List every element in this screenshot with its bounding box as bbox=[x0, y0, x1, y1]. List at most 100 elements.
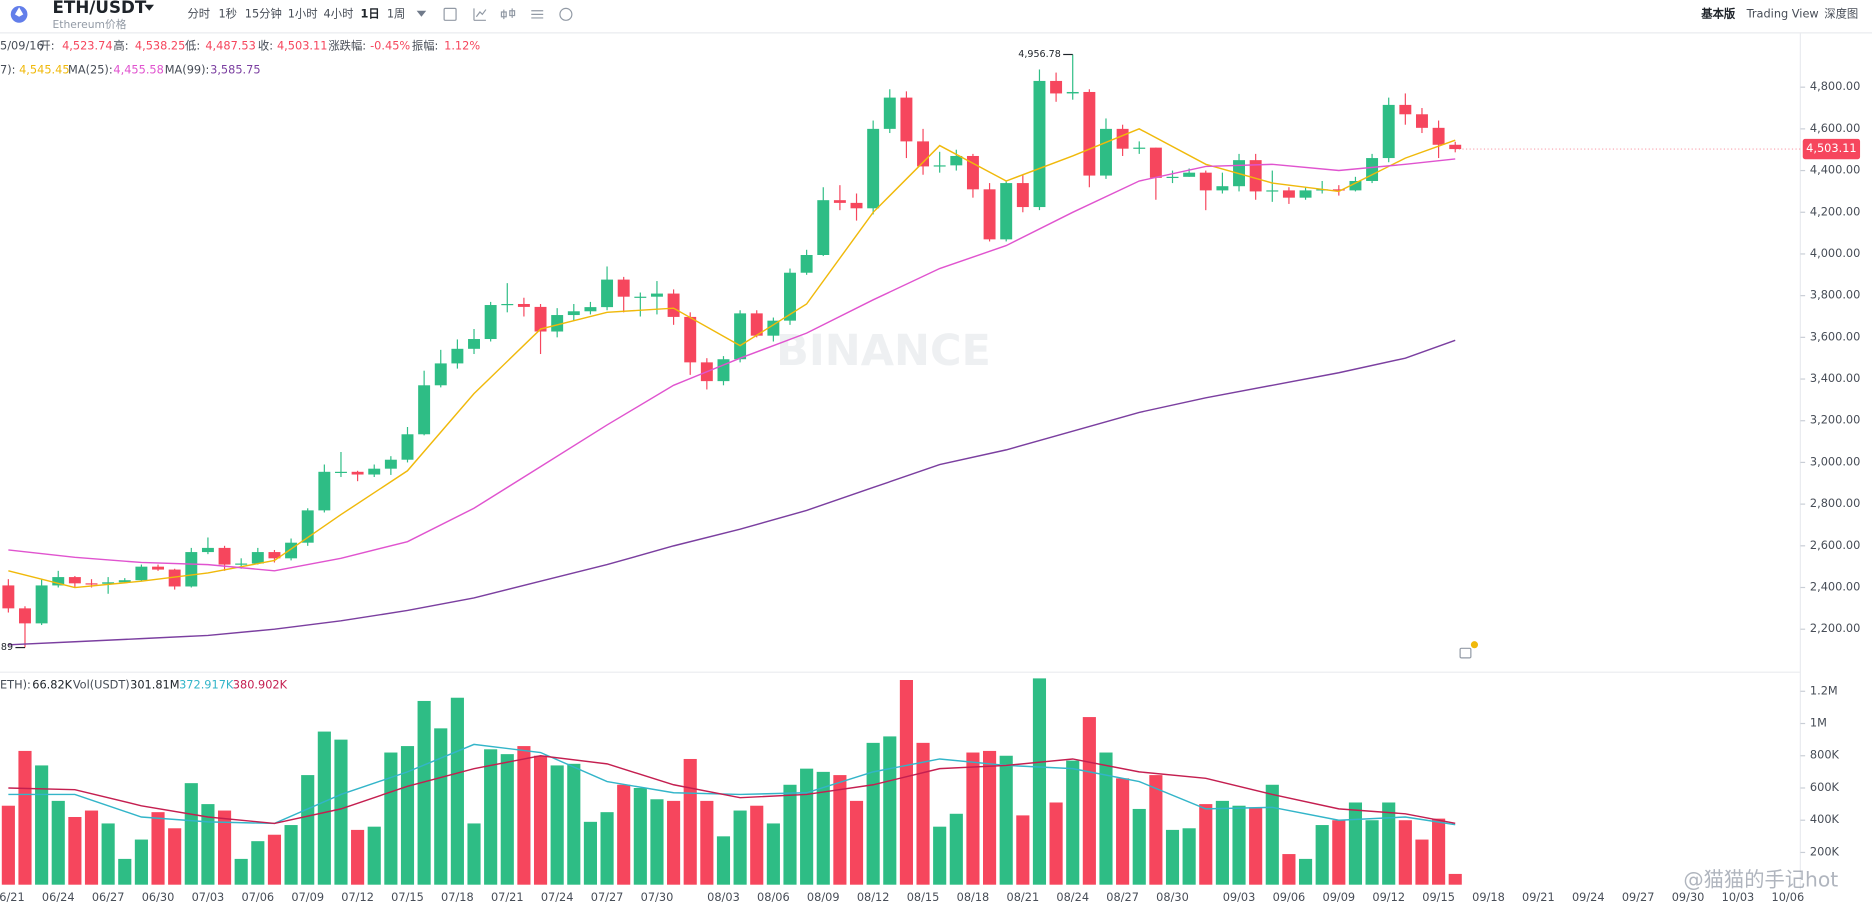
volume-bar bbox=[617, 784, 631, 885]
candle-body bbox=[1449, 144, 1462, 150]
candle-body bbox=[251, 552, 264, 564]
x-tick-label: 06/24 bbox=[42, 890, 75, 904]
volume-bar bbox=[567, 763, 581, 885]
candle-body bbox=[218, 547, 231, 565]
volume-bar bbox=[733, 810, 747, 885]
volume-bar bbox=[151, 812, 165, 885]
volume-bar bbox=[1032, 678, 1047, 885]
candle-body bbox=[933, 165, 946, 167]
candle-body bbox=[1332, 189, 1345, 191]
volume-bar bbox=[118, 858, 132, 885]
candle-body bbox=[534, 306, 547, 332]
volume-bar bbox=[1249, 807, 1263, 885]
volume-bar bbox=[533, 755, 548, 885]
interval[interactable]: 1小时 bbox=[288, 6, 318, 20]
candle-body bbox=[867, 128, 880, 209]
ma-line bbox=[8, 743, 1456, 826]
candle-body bbox=[817, 200, 830, 255]
volume-bar bbox=[1016, 815, 1030, 885]
last-price-tag bbox=[1802, 138, 1861, 160]
volume-bar bbox=[550, 765, 564, 885]
legend-label: 涨跌幅: bbox=[328, 39, 366, 53]
candle-body bbox=[1033, 80, 1046, 208]
volume-bar bbox=[916, 742, 930, 885]
candle-body bbox=[617, 279, 630, 297]
candle-body bbox=[285, 542, 298, 559]
candle-body bbox=[501, 303, 514, 306]
volume-bar bbox=[201, 804, 215, 885]
volume-bar bbox=[168, 828, 182, 885]
y2-tick-label: 1.2M bbox=[1810, 683, 1838, 697]
symbol[interactable]: ETH/USDT bbox=[53, 0, 147, 17]
candle-body bbox=[634, 296, 647, 298]
candle-body bbox=[351, 471, 364, 475]
ma-line bbox=[8, 755, 1456, 825]
volume-bar bbox=[1282, 854, 1296, 885]
volume-bar bbox=[1315, 825, 1329, 885]
candle-body bbox=[451, 348, 464, 364]
x-tick-label: 08/21 bbox=[1007, 890, 1040, 904]
x-tick-label: 07/18 bbox=[441, 890, 474, 904]
settings-icon[interactable] bbox=[531, 10, 544, 19]
volume-bar bbox=[1348, 802, 1363, 885]
alert-icon[interactable] bbox=[1459, 647, 1472, 659]
candle-body bbox=[1249, 160, 1262, 192]
volume-bar bbox=[1149, 775, 1163, 885]
candle-body bbox=[52, 577, 65, 586]
vol-label: Vol(USDT) bbox=[73, 677, 130, 691]
interval[interactable]: 分时 bbox=[187, 6, 210, 20]
candle-body bbox=[717, 359, 730, 382]
interval[interactable]: 1日 bbox=[361, 6, 380, 20]
view-tab[interactable]: 基本版 bbox=[1700, 6, 1736, 20]
interval[interactable]: 1周 bbox=[387, 6, 406, 20]
eth-glyph bbox=[14, 7, 24, 17]
volume-bar bbox=[1082, 717, 1096, 885]
volume-bar bbox=[1182, 828, 1196, 885]
candle-body bbox=[1282, 190, 1295, 198]
candle-body bbox=[335, 471, 347, 474]
calendar-icon[interactable] bbox=[443, 7, 457, 21]
volume-bar bbox=[766, 823, 780, 885]
volume-bar bbox=[267, 834, 282, 885]
volume-bar bbox=[1, 805, 15, 885]
volume-bar bbox=[899, 680, 913, 885]
dropdown[interactable] bbox=[144, 4, 155, 11]
legend-label: 高: bbox=[113, 39, 128, 53]
volume-bar bbox=[1398, 820, 1412, 885]
legend-label: 开: bbox=[39, 39, 54, 53]
y-tick-label: 3,000.00 bbox=[1810, 454, 1860, 468]
volume-bar bbox=[1215, 800, 1229, 885]
candle-body bbox=[318, 471, 331, 511]
volume-bar bbox=[351, 829, 365, 885]
x-tick-label: 08/03 bbox=[707, 890, 740, 904]
x-tick-label: 08/15 bbox=[907, 890, 940, 904]
x-tick-label: 09/18 bbox=[1472, 890, 1505, 904]
volume-bar bbox=[18, 750, 32, 885]
legend-date: 5/09/16 bbox=[0, 39, 44, 53]
candle-body bbox=[684, 316, 697, 363]
volume-bar bbox=[284, 825, 298, 885]
more-icon[interactable] bbox=[559, 7, 573, 21]
candle-body bbox=[401, 434, 414, 460]
y-tick-label: 3,600.00 bbox=[1810, 329, 1860, 343]
candle-body bbox=[185, 552, 198, 587]
view-tab[interactable]: 深度图 bbox=[1824, 6, 1858, 20]
y-tick-label: 3,200.00 bbox=[1810, 413, 1860, 427]
interval[interactable]: 1秒 bbox=[218, 6, 237, 20]
candle-body bbox=[983, 189, 996, 240]
volume-bar bbox=[450, 697, 464, 885]
volume-bar bbox=[217, 810, 232, 885]
candle-icon[interactable] bbox=[500, 8, 516, 20]
interval[interactable]: 15分钟 bbox=[245, 6, 282, 20]
volume-bar bbox=[1199, 804, 1213, 885]
volume-bar bbox=[68, 816, 82, 885]
volume-bar bbox=[1049, 802, 1063, 885]
view-tab[interactable]: Trading View bbox=[1746, 6, 1819, 20]
x-tick-label: 07/27 bbox=[591, 890, 624, 904]
more-intervals[interactable] bbox=[416, 10, 427, 17]
interval[interactable]: 4小时 bbox=[324, 6, 354, 20]
candle-body bbox=[767, 320, 780, 336]
indicator-icon[interactable] bbox=[473, 8, 487, 21]
